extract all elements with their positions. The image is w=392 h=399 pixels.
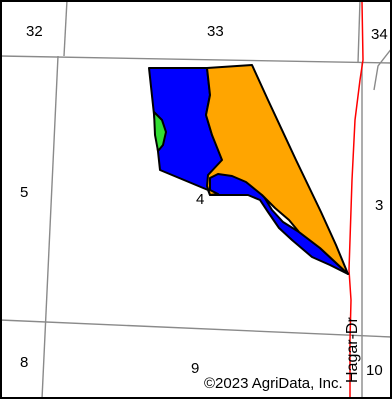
road-hagar-dr xyxy=(348,1,364,399)
section-label-8: 8 xyxy=(20,354,28,371)
section-line-east-top xyxy=(357,0,361,64)
section-label-4: 4 xyxy=(196,191,204,208)
soil-unit-orange[interactable] xyxy=(205,64,349,275)
section-label-32: 32 xyxy=(26,23,43,40)
section-labels: 32 33 34 5 4 3 8 9 10 xyxy=(20,23,388,379)
section-line-east-curve xyxy=(373,47,392,91)
section-label-9: 9 xyxy=(191,360,199,377)
copyright-text: ©2023 AgriData, Inc. xyxy=(204,375,343,392)
section-line-north xyxy=(0,55,392,64)
section-label-10: 10 xyxy=(366,362,383,379)
section-line-south xyxy=(0,319,392,338)
section-label-33: 33 xyxy=(207,23,224,40)
section-line-west-top xyxy=(63,0,68,57)
section-label-5: 5 xyxy=(20,184,28,201)
road-label: Hagar-Dr xyxy=(344,317,361,383)
soil-unit-green[interactable] xyxy=(153,111,167,152)
section-label-3: 3 xyxy=(375,197,383,214)
section-label-34: 34 xyxy=(371,26,388,43)
soil-polygons xyxy=(148,64,349,275)
section-line-west xyxy=(41,55,59,399)
